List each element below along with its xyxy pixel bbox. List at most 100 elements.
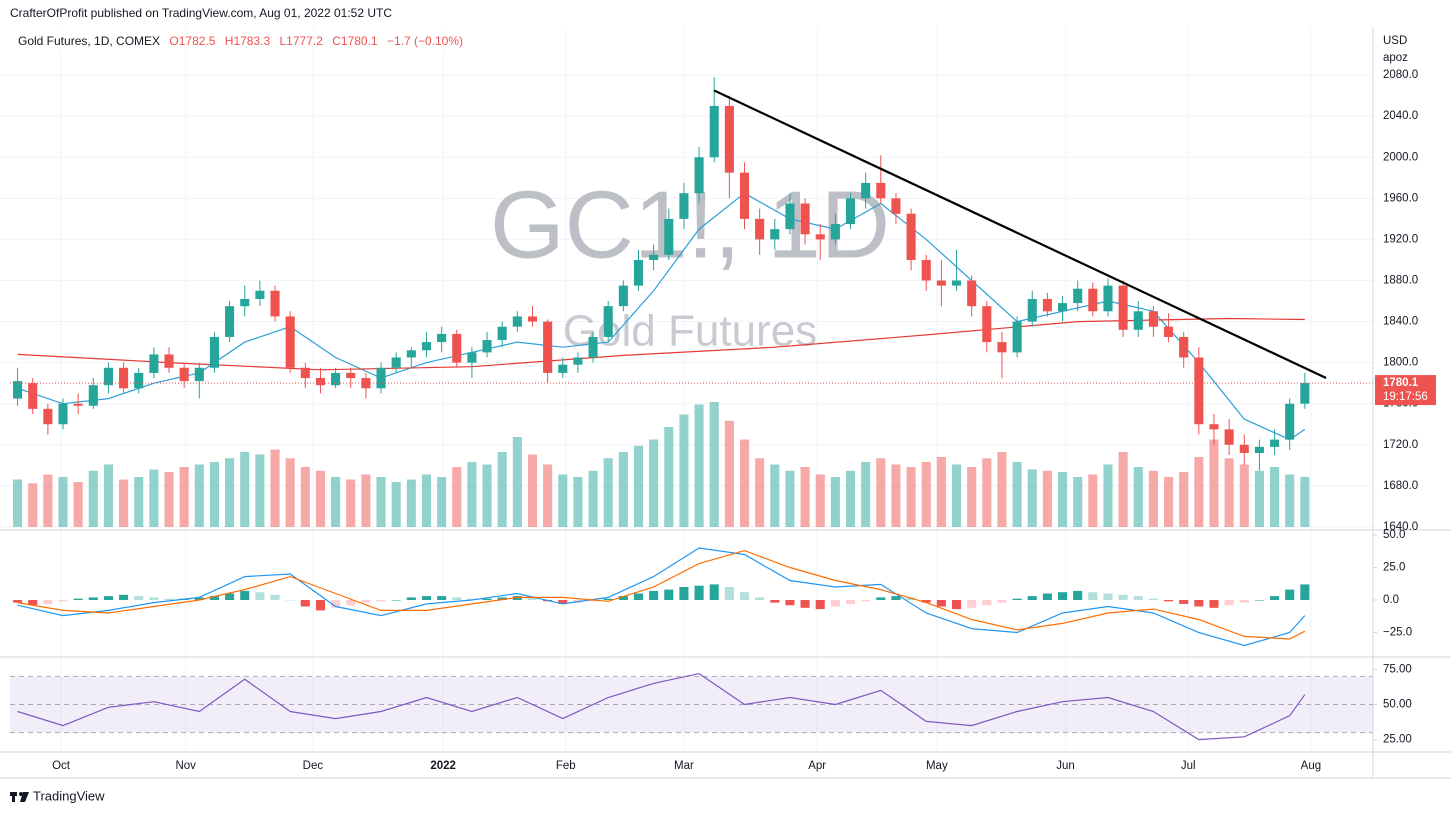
volume-bar	[982, 458, 992, 527]
macd-histogram-bar	[194, 597, 204, 601]
macd-histogram-bar	[497, 597, 507, 601]
macd-histogram-bar	[1179, 600, 1189, 604]
candle-body	[845, 198, 856, 225]
volume-bar	[1224, 458, 1234, 527]
volume-bar	[649, 439, 659, 527]
candle-body	[603, 306, 613, 337]
volume-bar	[527, 454, 538, 527]
macd-histogram-bar	[225, 593, 235, 601]
candle-body	[255, 290, 265, 299]
candle-body	[1270, 439, 1280, 447]
candle-body	[649, 254, 659, 260]
macd-histogram-bar	[785, 600, 795, 606]
macd-histogram-bar	[103, 596, 113, 601]
publisher-line: CrafterOfProfit published on TradingView…	[10, 6, 392, 20]
volume-bar	[770, 464, 780, 527]
candle-body	[679, 193, 689, 219]
volume-bar	[1300, 477, 1310, 527]
candle-body	[482, 340, 492, 353]
volume-bar	[315, 470, 326, 527]
y-tick-label: 50.00	[1383, 699, 1412, 711]
y-tick-label: 1720.0	[1383, 439, 1418, 451]
macd-histogram-bar	[315, 600, 326, 611]
candle-body	[1285, 403, 1295, 440]
candle-body	[633, 259, 644, 286]
volume-bar	[1179, 472, 1189, 527]
volume-bar	[967, 467, 977, 527]
x-tick-label: Aug	[1301, 760, 1321, 772]
macd-histogram-bar	[1057, 592, 1068, 601]
y-tick-label: 0.0	[1383, 594, 1399, 606]
volume-bar	[512, 437, 522, 527]
candle-body	[1103, 285, 1113, 312]
volume-bar	[240, 452, 250, 527]
macd-histogram-bar	[845, 600, 856, 604]
candle-body	[119, 367, 129, 389]
candle-body	[1057, 303, 1068, 312]
macd-histogram-bar	[134, 596, 144, 601]
candle-body	[906, 213, 916, 260]
candle-body	[194, 367, 204, 382]
volume-bar	[497, 452, 507, 527]
macd-histogram-bar	[13, 600, 23, 603]
y-tick-label: 1680.0	[1383, 480, 1418, 492]
volume-bar	[1088, 474, 1098, 527]
legend-close: C1780.1	[332, 34, 378, 48]
macd-histogram-bar	[936, 600, 946, 607]
candle-body	[1012, 321, 1022, 353]
candle-body	[406, 350, 416, 358]
candle-body	[785, 203, 795, 230]
volume-bar	[861, 462, 871, 527]
unit: apoz	[1383, 52, 1408, 64]
volume-bar	[1254, 470, 1264, 527]
volume-bar	[951, 464, 962, 527]
macd-histogram-bar	[876, 597, 886, 601]
x-tick-label: Feb	[556, 760, 576, 772]
y-tick-label: 1960.0	[1383, 192, 1418, 204]
candle-body	[28, 383, 38, 409]
candle-body	[876, 182, 886, 199]
macd-histogram-bar	[921, 600, 931, 603]
x-tick-label: Jun	[1056, 760, 1075, 772]
volume-bar	[467, 462, 477, 527]
y-tick-label: 2080.0	[1383, 69, 1418, 81]
candle-body	[164, 354, 174, 368]
footer-brand: TradingView	[33, 788, 105, 803]
macd-histogram-bar	[1088, 592, 1098, 601]
macd-histogram-bar	[770, 600, 780, 603]
macd-histogram-bar	[406, 597, 416, 601]
macd-histogram-bar	[285, 600, 295, 601]
x-tick-label: Apr	[808, 760, 826, 772]
y-tick-label: −25.0	[1383, 627, 1412, 639]
macd-histogram-bar	[1073, 590, 1083, 601]
x-tick-label: May	[926, 760, 948, 772]
last-price-box	[1375, 375, 1436, 406]
candle-body	[1194, 357, 1204, 425]
candle-body	[497, 326, 507, 341]
volume-bar	[1133, 467, 1143, 527]
candle-body	[800, 203, 810, 235]
macd-histogram-bar	[603, 598, 613, 601]
candle-body	[967, 280, 977, 307]
volume-bar	[149, 469, 159, 527]
x-tick-label: Nov	[175, 760, 196, 772]
countdown-label: 19:17:56	[1383, 391, 1428, 403]
candle-body	[88, 385, 98, 406]
plot-layer	[10, 77, 1373, 741]
candle-body	[73, 403, 83, 406]
rsi-line	[17, 672, 1306, 741]
candle-body	[1073, 288, 1083, 304]
candle-body	[755, 218, 765, 240]
legend: Gold Futures, 1D, COMEX O1782.5 H1783.3 …	[18, 34, 463, 48]
macd-histogram-bar	[633, 593, 644, 601]
candle-body	[1179, 336, 1189, 358]
macd-histogram-bar	[209, 596, 219, 601]
legend-open: O1782.5	[169, 34, 215, 48]
moving-average	[17, 192, 1306, 441]
volume-bar	[285, 458, 295, 527]
watermark-name: Gold Futures	[563, 307, 817, 356]
volume-bar	[936, 457, 946, 527]
candle-body	[739, 172, 750, 219]
volume-bar	[891, 464, 901, 527]
macd-histogram-bar	[482, 598, 492, 601]
